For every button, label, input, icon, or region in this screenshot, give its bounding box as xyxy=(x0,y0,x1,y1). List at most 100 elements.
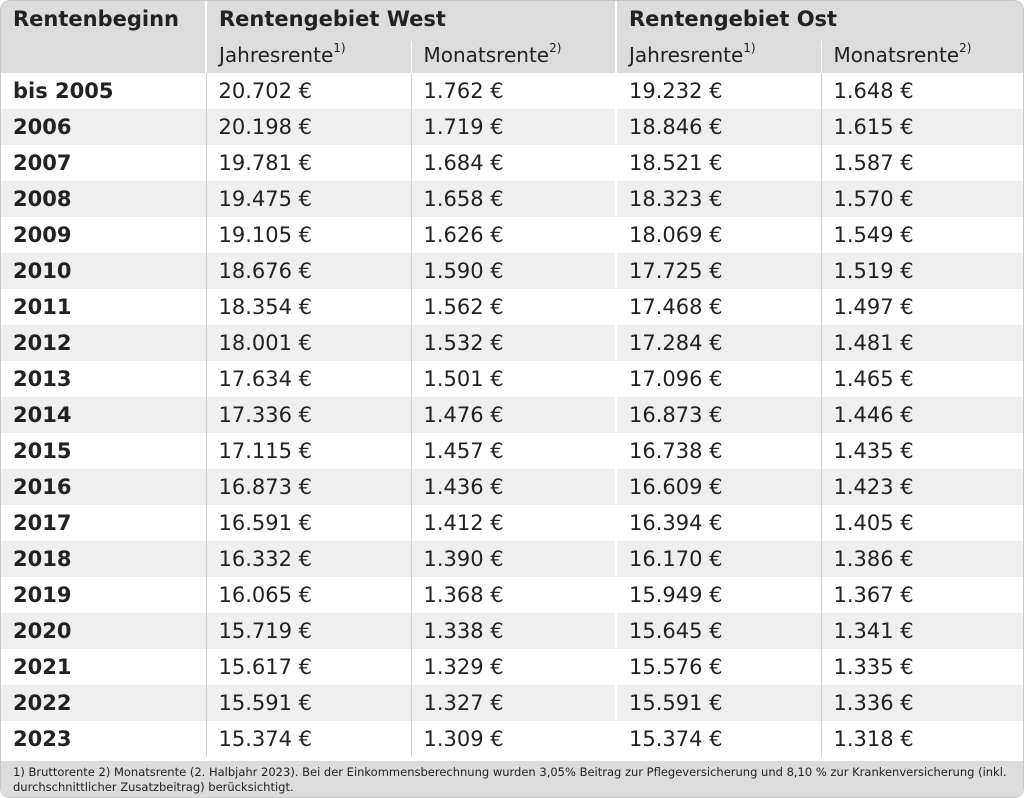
year-cell: 2018 xyxy=(1,541,206,577)
west-annual-cell: 16.591 € xyxy=(205,505,411,541)
west-annual-cell: 17.115 € xyxy=(205,433,411,469)
header-label: Monatsrente xyxy=(423,43,550,67)
year-cell: 2011 xyxy=(1,289,206,325)
west-annual-cell: 15.617 € xyxy=(205,649,411,685)
footnote-marker: 2) xyxy=(959,41,972,55)
west-monthly-cell: 1.390 € xyxy=(410,541,617,577)
ost-annual-cell: 15.591 € xyxy=(615,685,822,721)
ost-monthly-cell: 1.423 € xyxy=(820,469,1023,505)
year-cell: 2007 xyxy=(1,145,206,181)
table-row: 2018 16.332 €1.390 €16.170 €1.386 € xyxy=(1,541,1023,577)
west-monthly-cell: 1.412 € xyxy=(410,505,617,541)
west-monthly-cell: 1.476 € xyxy=(410,397,617,433)
ost-monthly-cell: 1.435 € xyxy=(820,433,1023,469)
year-cell: 2019 xyxy=(1,577,206,613)
header-rentengebiet-west: Rentengebiet West xyxy=(204,1,617,41)
ost-monthly-cell: 1.318 € xyxy=(820,721,1023,757)
west-annual-cell: 17.634 € xyxy=(205,361,411,397)
year-cell: 2010 xyxy=(1,253,206,289)
header-label: Jahresrente xyxy=(629,43,744,67)
header-label: Jahresrente xyxy=(219,43,334,67)
ost-annual-cell: 17.284 € xyxy=(615,325,822,361)
ost-annual-cell: 19.232 € xyxy=(615,73,822,109)
footnote-line: 1) Bruttorente 2) Monatsrente (2. Halbja… xyxy=(13,765,1007,779)
year-cell: 2006 xyxy=(1,109,206,145)
ost-monthly-cell: 1.648 € xyxy=(820,73,1023,109)
west-annual-cell: 18.676 € xyxy=(205,253,411,289)
west-annual-cell: 19.105 € xyxy=(205,217,411,253)
west-monthly-cell: 1.368 € xyxy=(410,577,617,613)
west-monthly-cell: 1.562 € xyxy=(410,289,617,325)
west-annual-cell: 15.591 € xyxy=(205,685,411,721)
table-row: 2008 19.475 €1.658 €18.323 €1.570 € xyxy=(1,181,1023,217)
ost-annual-cell: 16.170 € xyxy=(615,541,822,577)
west-monthly-cell: 1.719 € xyxy=(410,109,617,145)
west-annual-cell: 19.781 € xyxy=(205,145,411,181)
ost-monthly-cell: 1.336 € xyxy=(820,685,1023,721)
ost-annual-cell: 15.374 € xyxy=(615,721,822,757)
table-row: 2015 17.115 €1.457 €16.738 €1.435 € xyxy=(1,433,1023,469)
table-row: 2022 15.591 €1.327 €15.591 €1.336 € xyxy=(1,685,1023,721)
footnote-marker: 1) xyxy=(333,41,346,55)
table-row: 2021 15.617 €1.329 €15.576 €1.335 € xyxy=(1,649,1023,685)
west-monthly-cell: 1.327 € xyxy=(410,685,617,721)
year-cell: bis 2005 xyxy=(1,73,206,109)
ost-annual-cell: 16.738 € xyxy=(615,433,822,469)
ost-annual-cell: 18.323 € xyxy=(615,181,822,217)
ost-annual-cell: 18.846 € xyxy=(615,109,822,145)
ost-annual-cell: 16.609 € xyxy=(615,469,822,505)
year-cell: 2013 xyxy=(1,361,206,397)
table-row: 2023 15.374 €1.309 €15.374 €1.318 € xyxy=(1,721,1023,757)
ost-annual-cell: 15.949 € xyxy=(615,577,822,613)
year-cell: 2020 xyxy=(1,613,206,649)
table-row: 2007 19.781 €1.684 €18.521 €1.587 € xyxy=(1,145,1023,181)
ost-monthly-cell: 1.367 € xyxy=(820,577,1023,613)
west-annual-cell: 18.001 € xyxy=(205,325,411,361)
table-header: Rentenbeginn Rentengebiet West Rentengeb… xyxy=(1,1,1023,73)
table-row: bis 2005 20.702 €1.762 €19.232 €1.648 € xyxy=(1,73,1023,109)
table-row: 2017 16.591 €1.412 €16.394 €1.405 € xyxy=(1,505,1023,541)
ost-annual-cell: 16.873 € xyxy=(615,397,822,433)
west-annual-cell: 19.475 € xyxy=(205,181,411,217)
west-annual-cell: 16.065 € xyxy=(205,577,411,613)
west-annual-cell: 20.198 € xyxy=(205,109,411,145)
year-cell: 2009 xyxy=(1,217,206,253)
year-cell: 2022 xyxy=(1,685,206,721)
footnote: 1) Bruttorente 2) Monatsrente (2. Halbja… xyxy=(1,761,1023,797)
ost-monthly-cell: 1.335 € xyxy=(820,649,1023,685)
year-cell: 2023 xyxy=(1,721,206,757)
ost-annual-cell: 15.645 € xyxy=(615,613,822,649)
ost-annual-cell: 15.576 € xyxy=(615,649,822,685)
ost-monthly-cell: 1.481 € xyxy=(820,325,1023,361)
west-annual-cell: 15.374 € xyxy=(205,721,411,757)
table-row: 2020 15.719 €1.338 €15.645 €1.341 € xyxy=(1,613,1023,649)
west-annual-cell: 17.336 € xyxy=(205,397,411,433)
table-body: bis 2005 20.702 €1.762 €19.232 €1.648 €20… xyxy=(1,73,1023,757)
footnote-marker: 1) xyxy=(743,41,756,55)
west-monthly-cell: 1.590 € xyxy=(410,253,617,289)
ost-monthly-cell: 1.497 € xyxy=(820,289,1023,325)
ost-annual-cell: 17.725 € xyxy=(615,253,822,289)
ost-annual-cell: 16.394 € xyxy=(615,505,822,541)
year-cell: 2014 xyxy=(1,397,206,433)
header-rentengebiet-ost: Rentengebiet Ost xyxy=(615,1,1023,41)
header-ost-monatsrente: Monatsrente2) xyxy=(820,41,1023,73)
year-cell: 2017 xyxy=(1,505,206,541)
west-monthly-cell: 1.762 € xyxy=(410,73,617,109)
table-row: 2019 16.065 €1.368 €15.949 €1.367 € xyxy=(1,577,1023,613)
table-row: 2011 18.354 €1.562 €17.468 €1.497 € xyxy=(1,289,1023,325)
header-west-jahresrente: Jahresrente1) xyxy=(205,41,411,73)
header-west-monatsrente: Monatsrente2) xyxy=(410,41,617,73)
table-row: 2012 18.001 €1.532 €17.284 €1.481 € xyxy=(1,325,1023,361)
footnote-marker: 2) xyxy=(549,41,562,55)
header-rentenbeginn: Rentenbeginn xyxy=(1,1,206,73)
ost-annual-cell: 18.521 € xyxy=(615,145,822,181)
header-label: Monatsrente xyxy=(833,43,960,67)
ost-monthly-cell: 1.446 € xyxy=(820,397,1023,433)
pension-table: Rentenbeginn Rentengebiet West Rentengeb… xyxy=(1,1,1023,757)
table-row: 2006 20.198 €1.719 €18.846 €1.615 € xyxy=(1,109,1023,145)
ost-monthly-cell: 1.587 € xyxy=(820,145,1023,181)
ost-monthly-cell: 1.519 € xyxy=(820,253,1023,289)
west-annual-cell: 16.332 € xyxy=(205,541,411,577)
west-monthly-cell: 1.501 € xyxy=(410,361,617,397)
